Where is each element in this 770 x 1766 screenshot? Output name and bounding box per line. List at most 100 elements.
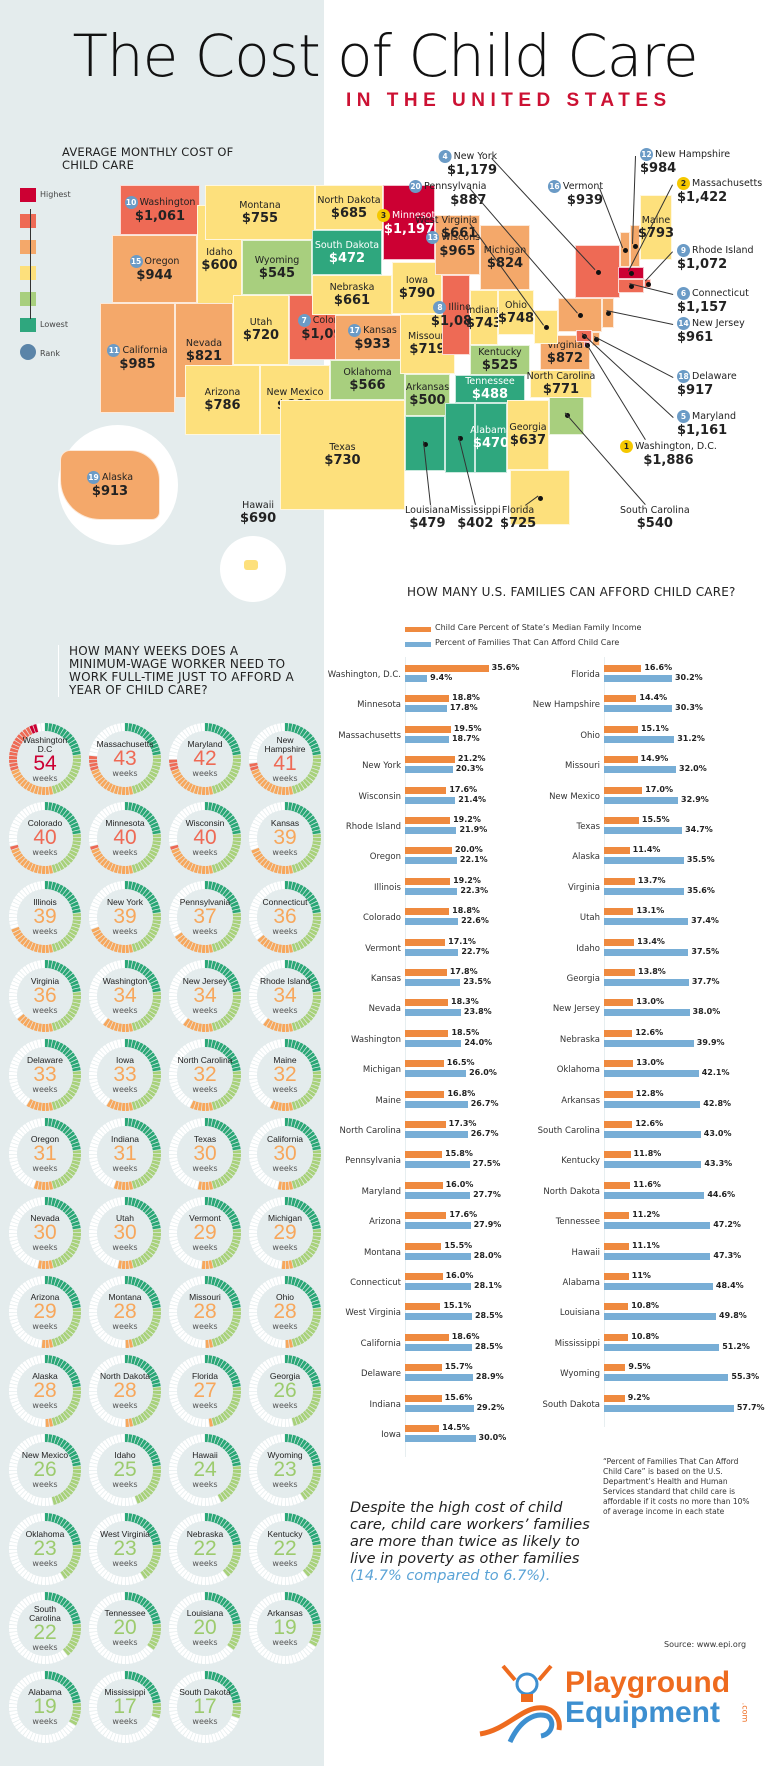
ring-segment xyxy=(308,1055,318,1063)
state-wisconsin[interactable]: 13 Wisconsin $965 xyxy=(426,215,489,275)
ring-segment xyxy=(92,1561,102,1569)
ring-segment xyxy=(109,1199,116,1208)
bar-afford xyxy=(604,1039,694,1047)
callout-rhode-island: 9 Rhode Island $1,072 xyxy=(677,244,754,272)
bar-category-label: Nevada xyxy=(368,1004,401,1015)
bar-category-label: Maryland xyxy=(361,1186,401,1197)
ring-segment xyxy=(146,1526,156,1534)
bar-category-label: Arizona xyxy=(369,1217,401,1228)
ring-segment xyxy=(69,850,78,857)
state-montana[interactable]: Montana $755 xyxy=(205,185,315,240)
ring-segment xyxy=(231,1537,240,1543)
state-ohio[interactable]: Ohio $748 xyxy=(498,290,534,335)
ring-segment xyxy=(169,1221,179,1227)
ring-segment xyxy=(312,912,321,917)
state-wyoming[interactable]: Wyoming $545 xyxy=(242,240,312,295)
ring-segment xyxy=(232,1386,241,1391)
state-west-virginia[interactable] xyxy=(534,310,558,344)
ring-gauge xyxy=(249,1434,321,1506)
ring-state-name: Maryland xyxy=(187,739,223,749)
ring-segment xyxy=(51,1118,57,1128)
weeks-ring-pennsylvania: Pennsylvania 37 weeks xyxy=(168,880,242,954)
ring-segment xyxy=(121,1655,125,1664)
ring-segment xyxy=(106,1573,113,1582)
ring-segment xyxy=(231,1397,241,1403)
bar-afford xyxy=(604,1252,711,1260)
ring-segment xyxy=(312,1628,321,1632)
state-minnesota[interactable]: 3 Minnesota $1,197 xyxy=(376,185,441,260)
state-california[interactable]: 11 California $985 xyxy=(100,303,175,413)
playground-equipment-logo[interactable]: Playground Equipment .com xyxy=(475,1660,770,1750)
ring-segment xyxy=(70,1375,79,1382)
ring-segment xyxy=(226,1131,236,1139)
ring-segment xyxy=(226,1210,236,1218)
ring-segment xyxy=(64,812,73,821)
state-utah[interactable]: Utah $720 xyxy=(233,295,289,365)
state-name: North Carolina xyxy=(526,371,596,382)
state-cost: $661 xyxy=(441,226,478,241)
ring-segment xyxy=(137,805,144,814)
state-washington[interactable]: 10 Washington $1,061 xyxy=(120,185,200,235)
weeks-ring-west-virginia: West Virginia 23 weeks xyxy=(88,1512,162,1586)
ring-segment xyxy=(89,838,98,843)
ring-segment xyxy=(48,1434,53,1443)
state-tennessee[interactable]: Tennessee $488 xyxy=(455,375,525,403)
ring-segment xyxy=(62,1362,70,1371)
state-north-carolina[interactable]: North Carolina $771 xyxy=(527,370,595,398)
state-illinois[interactable]: 8 Illinois $1,080 xyxy=(431,275,481,355)
state-arkansas[interactable]: Arkansas $500 xyxy=(405,374,450,416)
state-michigan[interactable]: Michigan $824 xyxy=(480,225,530,290)
ring-segment xyxy=(64,1523,73,1532)
ring-segment xyxy=(12,1451,21,1458)
state-georgia[interactable]: Georgia $637 xyxy=(507,400,549,470)
state-oklahoma[interactable]: Oklahoma $566 xyxy=(330,360,405,400)
ring-segment xyxy=(201,1734,205,1743)
ring-segment xyxy=(182,1202,190,1212)
ring-segment xyxy=(230,768,239,774)
ring-segment xyxy=(120,1355,125,1364)
ring-weeks-value: 32 xyxy=(273,1063,297,1086)
ring-segment xyxy=(45,1513,49,1522)
state-alaska[interactable]: 19 Alaska $913 xyxy=(60,450,160,520)
state-north-dakota[interactable]: North Dakota $685 xyxy=(315,185,383,230)
ring-segment xyxy=(142,967,150,976)
state-maine[interactable]: Maine $793 xyxy=(638,195,674,260)
ring-segment xyxy=(152,1549,161,1553)
state-arizona[interactable]: Arizona $786 xyxy=(185,365,260,435)
state-mississippi[interactable] xyxy=(445,403,475,473)
ring-segment xyxy=(99,1047,108,1056)
ring-segment xyxy=(9,905,19,911)
state-kentucky[interactable]: Kentucky $525 xyxy=(470,345,530,375)
ring-segment xyxy=(222,1331,231,1340)
ring-segment xyxy=(169,1154,178,1159)
ring-segment xyxy=(10,765,19,771)
ring-segment xyxy=(214,804,220,813)
ring-segment xyxy=(116,723,122,732)
state-oregon[interactable]: 15 Oregon $944 xyxy=(112,235,197,303)
ring-segment xyxy=(174,1132,183,1140)
ring-segment xyxy=(72,987,81,993)
state-indiana[interactable]: Indiana $743 xyxy=(466,290,502,345)
ring-segment xyxy=(59,965,67,974)
state-south-dakota[interactable]: South Dakota $472 xyxy=(312,230,382,275)
ring-segment xyxy=(220,1570,228,1580)
ring-segment xyxy=(71,1537,80,1543)
state-texas[interactable]: Texas $730 xyxy=(280,400,405,510)
ring-segment xyxy=(294,1653,301,1662)
ring-weeks-value: 25 xyxy=(113,1458,137,1481)
ring-segment xyxy=(217,884,224,893)
ring-segment xyxy=(72,908,81,914)
state-name: Mississippi xyxy=(450,505,501,516)
ring-segment xyxy=(16,971,25,979)
state-alabama[interactable]: Alabama $470 xyxy=(470,403,512,473)
ring-segment xyxy=(36,1513,42,1522)
ring-segment xyxy=(106,1099,113,1108)
ring-segment xyxy=(71,1476,81,1482)
state-nebraska[interactable]: Nebraska $661 xyxy=(312,275,392,315)
ring-segment xyxy=(70,1321,79,1327)
ring-segment xyxy=(169,1157,178,1163)
state-kansas[interactable]: 17 Kansas $933 xyxy=(335,315,410,360)
ring-segment xyxy=(64,1207,73,1216)
ring-segment xyxy=(51,1417,57,1426)
ring-segment xyxy=(208,1734,214,1743)
